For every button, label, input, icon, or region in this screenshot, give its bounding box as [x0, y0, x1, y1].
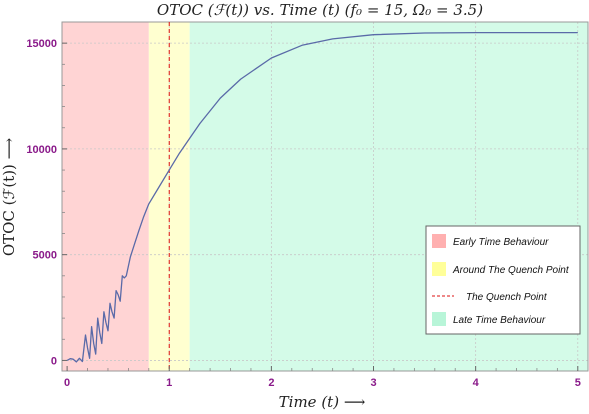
x-tick-label-4: 4	[473, 377, 480, 389]
x-tick-label-2: 2	[268, 377, 274, 389]
y-tick-label-3: 15000	[26, 38, 57, 50]
x-axis-label: Time (t) ⟶	[279, 393, 366, 411]
legend-swatch-1	[432, 234, 446, 248]
axis-ticks: 0 1 2 3 4 5 0 5000 10000 15000	[26, 38, 580, 389]
legend: Early Time Behaviour Around The Quench Po…	[425, 225, 581, 335]
plot-frame	[61, 21, 589, 372]
legend-label-4: Late Time Behaviour	[453, 315, 546, 326]
x-tick-label-3: 3	[370, 377, 376, 389]
y-tick-label-1: 5000	[33, 250, 57, 262]
y-tick-label-0: 0	[51, 355, 57, 367]
y-axis-label: OTOC (ℱ(t)) ⟶	[0, 138, 18, 256]
legend-label-3: The Quench Point	[466, 292, 548, 303]
otoc-series-line-1	[66, 31, 578, 363]
x-tick-label-1: 1	[166, 377, 172, 389]
legend-swatch-2	[432, 262, 446, 276]
legend-box	[425, 225, 581, 335]
chart-title: OTOC (ℱ(t)) vs. Time (t) (f₀ = 15, Ω₀ = …	[157, 1, 483, 19]
legend-label-1: Early Time Behaviour	[453, 237, 549, 248]
y-tick-label-2: 10000	[26, 144, 57, 156]
series-layer	[66, 31, 578, 363]
legend-swatch-4	[432, 312, 446, 326]
x-tick-label-0: 0	[64, 377, 70, 389]
x-tick-label-5: 5	[575, 377, 581, 389]
region-1	[62, 22, 149, 371]
legend-label-2: Around The Quench Point	[452, 265, 570, 276]
